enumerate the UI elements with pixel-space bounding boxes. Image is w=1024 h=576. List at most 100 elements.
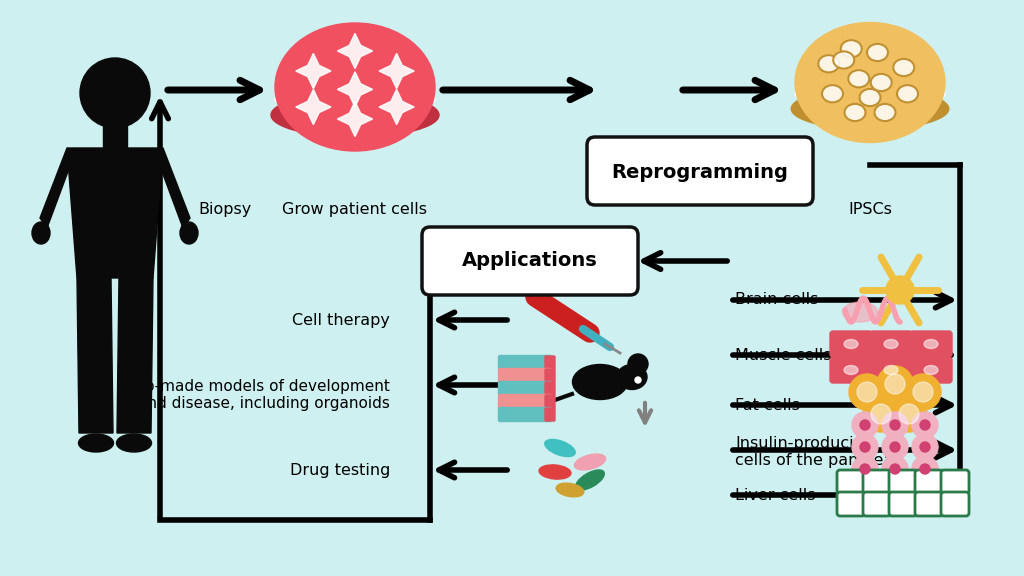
Circle shape — [882, 456, 908, 482]
FancyBboxPatch shape — [837, 470, 865, 494]
FancyBboxPatch shape — [910, 331, 952, 357]
Text: Fat cells: Fat cells — [735, 397, 800, 412]
FancyBboxPatch shape — [870, 357, 912, 383]
FancyBboxPatch shape — [889, 492, 918, 516]
FancyBboxPatch shape — [915, 492, 943, 516]
FancyBboxPatch shape — [910, 357, 952, 383]
Ellipse shape — [844, 339, 858, 348]
Circle shape — [860, 442, 870, 452]
FancyBboxPatch shape — [889, 470, 918, 494]
Circle shape — [852, 456, 878, 482]
Circle shape — [913, 382, 933, 402]
Polygon shape — [379, 54, 414, 89]
Text: Biopsy: Biopsy — [199, 202, 252, 217]
Ellipse shape — [874, 104, 896, 121]
Polygon shape — [296, 54, 331, 89]
Ellipse shape — [545, 439, 575, 457]
Text: Reprogramming: Reprogramming — [611, 162, 788, 181]
Bar — [103, 125, 127, 150]
Text: Drug testing: Drug testing — [290, 463, 390, 478]
FancyBboxPatch shape — [499, 395, 552, 408]
FancyBboxPatch shape — [587, 137, 813, 205]
Ellipse shape — [180, 222, 198, 244]
Ellipse shape — [893, 59, 914, 76]
Circle shape — [886, 276, 914, 304]
Text: Insulin-producing
cells of the pancreas: Insulin-producing cells of the pancreas — [735, 436, 901, 468]
Circle shape — [905, 374, 941, 410]
Ellipse shape — [884, 339, 898, 348]
Ellipse shape — [848, 70, 869, 88]
Ellipse shape — [924, 366, 938, 374]
FancyBboxPatch shape — [830, 357, 872, 383]
Text: Muscle cells: Muscle cells — [735, 347, 831, 362]
Text: Applications: Applications — [462, 252, 598, 271]
Ellipse shape — [572, 365, 628, 400]
FancyBboxPatch shape — [863, 492, 891, 516]
Ellipse shape — [32, 222, 50, 244]
Polygon shape — [67, 148, 163, 278]
Circle shape — [890, 420, 900, 430]
Polygon shape — [157, 148, 190, 228]
Ellipse shape — [275, 23, 435, 151]
Polygon shape — [117, 278, 153, 433]
Ellipse shape — [841, 40, 862, 58]
Ellipse shape — [884, 366, 898, 374]
Circle shape — [912, 412, 938, 438]
Ellipse shape — [870, 74, 892, 91]
FancyBboxPatch shape — [545, 382, 555, 395]
FancyBboxPatch shape — [837, 492, 865, 516]
Circle shape — [860, 420, 870, 430]
FancyBboxPatch shape — [499, 381, 552, 396]
Circle shape — [80, 58, 150, 128]
FancyBboxPatch shape — [545, 369, 555, 382]
Ellipse shape — [795, 22, 945, 142]
Circle shape — [849, 374, 885, 410]
Ellipse shape — [539, 465, 571, 479]
Text: Lab-made models of development
and disease, including organoids: Lab-made models of development and disea… — [127, 379, 390, 411]
FancyBboxPatch shape — [941, 470, 969, 494]
Ellipse shape — [834, 51, 854, 69]
Ellipse shape — [822, 85, 843, 103]
Ellipse shape — [897, 85, 918, 103]
Circle shape — [890, 464, 900, 474]
Ellipse shape — [867, 44, 888, 61]
FancyBboxPatch shape — [863, 470, 891, 494]
Circle shape — [912, 456, 938, 482]
FancyBboxPatch shape — [941, 492, 969, 516]
Circle shape — [890, 442, 900, 452]
FancyBboxPatch shape — [499, 355, 552, 369]
Polygon shape — [77, 278, 113, 433]
FancyBboxPatch shape — [499, 369, 552, 382]
Ellipse shape — [844, 366, 858, 374]
Text: Brain cells: Brain cells — [735, 293, 818, 308]
Ellipse shape — [792, 88, 949, 130]
Circle shape — [882, 434, 908, 460]
FancyBboxPatch shape — [545, 408, 555, 421]
Circle shape — [871, 404, 891, 424]
FancyBboxPatch shape — [830, 331, 872, 357]
Ellipse shape — [79, 434, 114, 452]
Ellipse shape — [843, 302, 878, 322]
Circle shape — [899, 404, 919, 424]
FancyBboxPatch shape — [915, 470, 943, 494]
Text: Cell therapy: Cell therapy — [292, 313, 390, 328]
Circle shape — [920, 464, 930, 474]
Circle shape — [920, 420, 930, 430]
Polygon shape — [337, 72, 373, 107]
FancyBboxPatch shape — [545, 356, 555, 369]
Circle shape — [863, 396, 899, 432]
Text: Grow patient cells: Grow patient cells — [283, 202, 427, 217]
Circle shape — [912, 434, 938, 460]
Ellipse shape — [818, 55, 840, 73]
FancyBboxPatch shape — [422, 227, 638, 295]
Circle shape — [891, 396, 927, 432]
Ellipse shape — [575, 470, 604, 490]
Circle shape — [628, 354, 648, 374]
Text: IPSCs: IPSCs — [848, 202, 892, 217]
Text: Liver cells: Liver cells — [735, 487, 815, 502]
Polygon shape — [337, 101, 373, 137]
Ellipse shape — [574, 454, 605, 470]
Ellipse shape — [271, 93, 439, 137]
Polygon shape — [337, 33, 373, 69]
FancyBboxPatch shape — [499, 407, 552, 422]
